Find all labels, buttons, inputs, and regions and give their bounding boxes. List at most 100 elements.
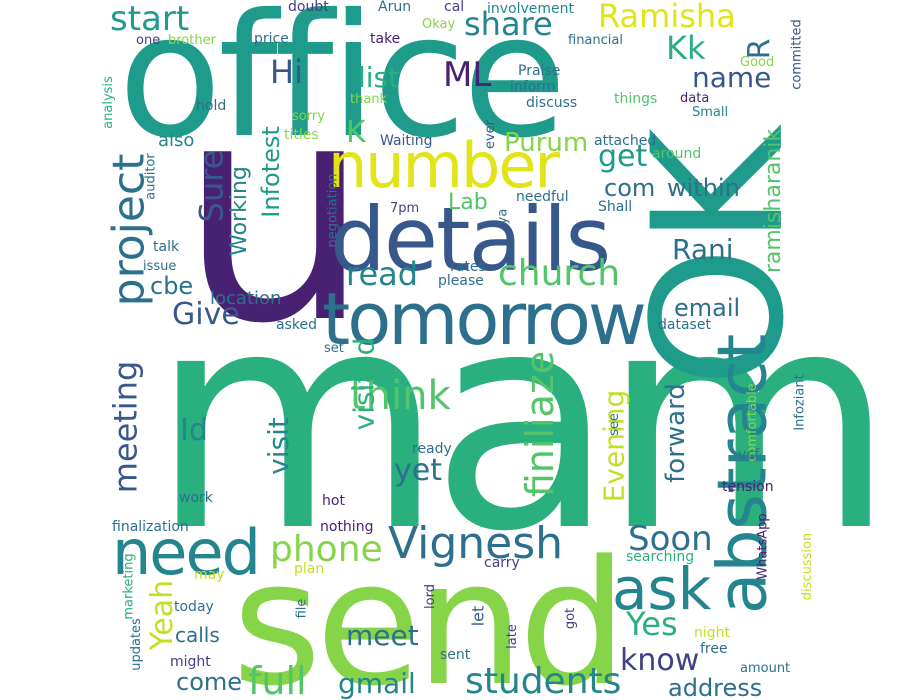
word-free: free [700,641,728,657]
word-night: night [694,625,731,641]
word-talk: talk [153,239,180,255]
word-set: set [324,341,344,356]
word-finiliaze: finiliaze [518,350,563,498]
word-small: Small [692,105,729,120]
word-ramisharanik: ramisharanik [761,128,787,274]
word-yes: Yes [626,605,678,643]
word-com: com [604,174,656,202]
word-file: file [294,598,310,619]
word-start: start [110,0,190,39]
word-ya: ya [495,208,511,225]
word-needful: needful [516,189,569,205]
word-dataset: dataset [658,317,711,333]
word-discuss: discuss [526,95,578,111]
word-forward: forward [660,383,691,483]
word-titles: titles [284,127,319,143]
word-tomorrow: tomorrow [322,277,647,361]
word-hi: Hi [270,53,303,91]
word-one: one [136,33,161,48]
word-meeting: meeting [106,360,145,494]
word-data: data [680,91,710,106]
word-ml: ML [443,55,492,95]
word-see: see [606,413,622,436]
word-list: list [358,61,400,94]
word-amount: amount [740,661,791,676]
word-shall: Shall [598,199,633,215]
word-lab: Lab [448,190,488,215]
word-purum: Purum [504,128,589,158]
word-share: share [464,5,553,43]
word-location: location [210,288,282,309]
word-tension: tension [722,479,774,495]
word-let: let [468,605,488,627]
word-email: email [674,294,741,322]
word-evening: Evening [597,389,631,503]
word-visited: visited [347,337,381,431]
word-vignesh: Vignesh [388,518,564,569]
word-doubt: doubt [288,0,329,15]
word-plan: plan [294,561,325,577]
word-auditor: auditor [143,153,159,200]
word-name: name [692,61,772,94]
word-infotest: Infotest [256,126,285,218]
word-take: take [370,31,401,47]
word-soon: Soon [628,519,713,559]
word-thank: thank [350,92,388,107]
word-gmail: gmail [338,667,416,700]
word-within: within [667,174,740,202]
word-know: know [620,643,700,678]
word-visit: visit [261,417,295,475]
word-brother: brother [168,33,216,48]
word-yet: yet [394,453,442,488]
word-whatsapp: WhatsApp [755,513,771,580]
word-sorry: sorry [292,109,325,124]
word-kk: Kk [666,29,706,67]
word-7pm: 7pm [390,201,420,216]
word-cbe: cbe [150,272,194,300]
word-hot: hot [322,493,345,509]
word-around: around [652,146,702,162]
word-calls: calls [175,623,220,647]
word-may: may [194,567,225,583]
word-full: full [248,659,307,700]
word-please: please [438,273,484,289]
word-late: late [504,624,520,649]
word-lord: lord [422,584,438,609]
word-praise: Praise [518,63,561,79]
word-send: send [232,523,628,700]
word-ready: ready [412,441,452,457]
word-good: Good [740,55,775,70]
word-asked: asked [276,317,317,333]
word-work: work [179,490,213,506]
word-carry: carry [484,555,520,571]
word-phone: phone [270,529,383,570]
word-things: things [614,91,658,107]
word-come: come [176,668,243,696]
word-office: office [118,0,567,176]
word-u: u [178,35,372,390]
word-meet: meet [346,619,419,652]
word-cal: cal [444,0,465,15]
word-infoziant: Infoziant [792,374,808,431]
word-okay: Okay [422,17,456,32]
word-sent: sent [440,647,471,663]
word-negotiation: negotiation [325,173,341,248]
word-sure: Sure [192,149,231,223]
word-think: think [350,373,451,419]
word-inform: inform [510,79,556,95]
word-details: details [330,188,611,291]
word-ask: ask [612,555,712,623]
word-id: Id [180,413,208,448]
word-finalization: finalization [112,519,189,535]
word-marketing: marketing [121,553,137,620]
word-hold: hold [196,98,227,114]
word-might: might [170,654,211,670]
word-got: got [563,607,579,630]
word-today: today [174,599,214,615]
word-waiting: Waiting [380,133,433,149]
word-church: church [498,253,621,294]
word-number: number [328,129,560,202]
word-financial: financial [568,33,623,48]
word-issue: issue [143,259,177,274]
word-working: Working [226,166,252,256]
